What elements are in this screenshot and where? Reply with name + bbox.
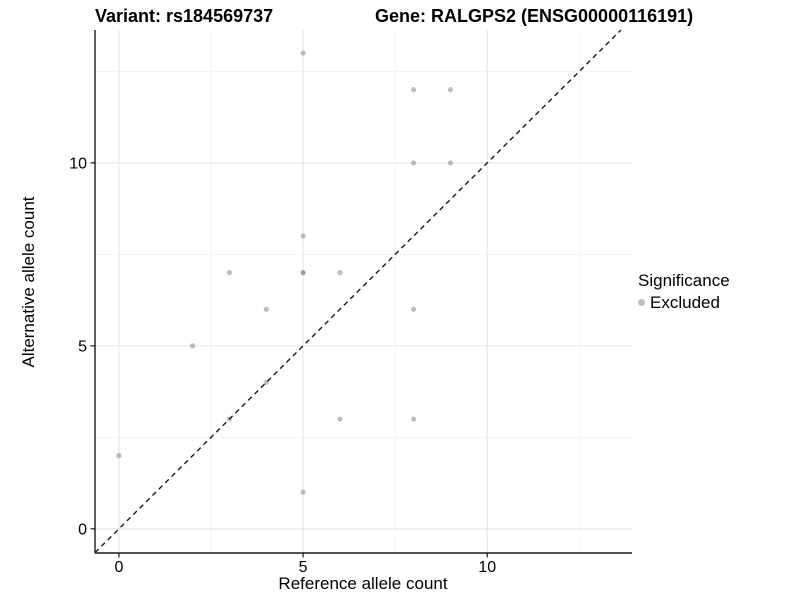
legend-item-excluded: Excluded <box>638 293 730 312</box>
data-point <box>410 87 417 93</box>
data-point <box>410 416 417 422</box>
data-point <box>190 343 196 349</box>
legend: Significance Excluded <box>638 271 730 312</box>
legend-title: Significance <box>638 271 730 290</box>
y-tick-label: 5 <box>78 338 87 355</box>
data-point <box>410 160 417 166</box>
y-tick-label: 0 <box>78 521 87 538</box>
data-point <box>300 233 306 239</box>
data-point <box>300 50 306 56</box>
data-point <box>337 416 343 422</box>
data-point <box>300 489 306 495</box>
y-axis-title: Alternative allele count <box>19 196 38 368</box>
data-point <box>300 270 306 276</box>
x-axis-title: Reference allele count <box>278 574 448 593</box>
identity-line <box>94 29 622 554</box>
x-tick-label: 10 <box>478 559 496 576</box>
data-point <box>447 87 454 93</box>
data-point <box>226 270 233 276</box>
data-point <box>116 453 122 459</box>
excluded-point-icon <box>638 299 645 306</box>
y-tick-label: 10 <box>69 155 87 172</box>
data-point <box>447 160 454 166</box>
data-point <box>410 306 417 312</box>
data-point <box>337 270 343 276</box>
data-point <box>263 306 269 312</box>
x-tick-label: 0 <box>114 559 123 576</box>
gene-title: Gene: RALGPS2 (ENSG00000116191) <box>375 6 694 26</box>
x-tick-label: 5 <box>299 559 308 576</box>
legend-item-label: Excluded <box>650 293 720 312</box>
variant-title: Variant: rs184569737 <box>95 6 274 26</box>
